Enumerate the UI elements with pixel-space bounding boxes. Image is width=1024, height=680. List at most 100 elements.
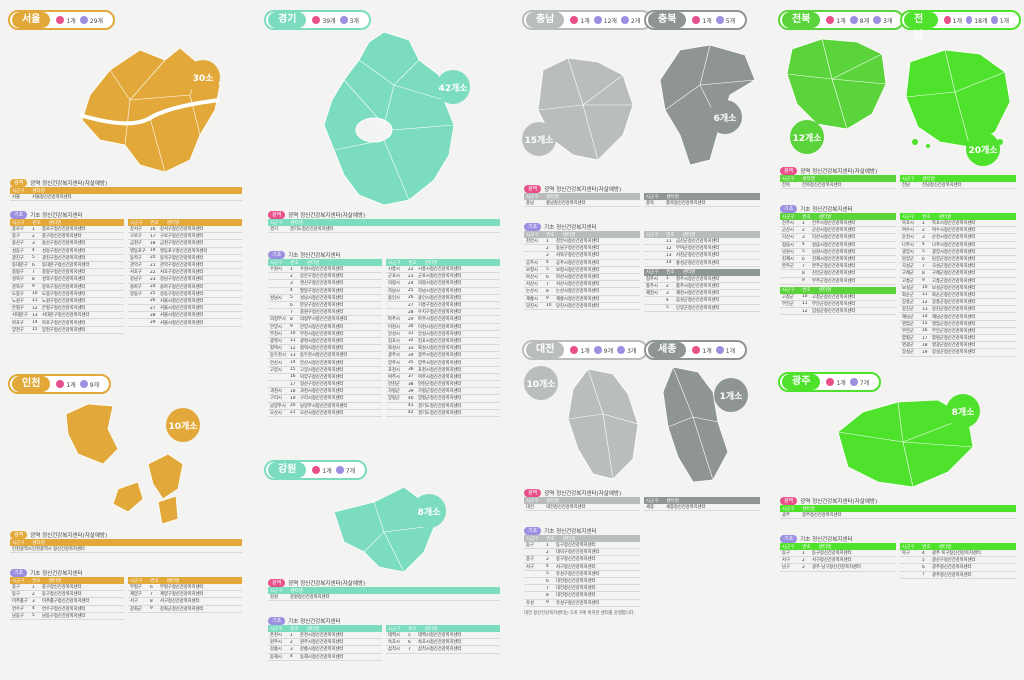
table-row: 태백시 5 태백시정신건강복지센터 [386,632,500,640]
table-row: 안산시 14 안산시정신건강복지센터 [268,359,382,367]
table-row: 곡성군 7 곡성군정신건강복지센터 [900,263,1016,271]
table-row: 4 음성군정신건강복지센터 [644,297,760,305]
count-badge: 10개소 [524,366,558,400]
table-row: 담양군 6 담양군정신건강복지센터 [900,256,1016,264]
sejong-map [658,362,738,487]
table-row: 종로구 1 종로구정신건강복지센터 [10,226,124,234]
region-name: 서울 [12,12,51,28]
region-name: 충북 [648,12,687,28]
wide-pill: 광역 [10,178,28,187]
region-title-incheon: 인천 1개 9개 [8,374,112,394]
header-city: 시군구 [12,188,25,194]
table-row: 14 홍성군정신건강복지센터 [644,260,760,267]
table-row: 경기 경기도정신건강복지센터 [268,226,500,234]
table-row: 전남 전남정신건강복지센터 [900,182,1016,190]
table-row: 4 팔달구정신건강복지센터 [268,288,382,295]
wide-center-section: 광역 광역 정신건강복지센터(자살예방) 시군구 센터명 인천광역시 인천광역시 정신… [10,530,242,554]
basic-center-icon [79,16,88,24]
count-basic: 29개 [89,17,103,25]
region-daejeon-sejong: 대전 1개 9개 3개 세종 1개 1개 10개소 1개소 광역 광역 정신건강복… [522,340,762,675]
jeonnam-map [900,42,1014,152]
table-row: 하남시 25 하남시정신건강복지센터 [386,288,500,295]
table-row: 고흥군 9 고흥군정신건강복지센터 [900,278,1016,285]
basic-center-section: 기초 기초 정신건강복지센터 시군구 번호 센터명 전주시 1 전주시정신건강복지센터 군산시… [780,204,1016,357]
table-row: 평택시 12 평택시정신건강복지센터 [268,345,382,353]
count-badge: 6개소 [708,100,742,134]
wide-center-section: 광역 광역 정신건강복지센터(자살예방) 시군구 센터명 서울 서울정신건강복지센터 [10,178,242,202]
table-row: 장흥군 12 장흥군정신건강복지센터 [900,299,1016,307]
table-row: 영등포구 19 영등포구정신건강복지센터 [128,248,242,255]
basic-center-section: 기초 기초 정신건강복지센터 시군구 번호 센터명 동구 1 동구정신건강복지센터 2 대덕구정… [524,526,760,616]
table-row: 강동구 25 강동구정신건강복지센터 [128,291,242,298]
table-row: 여수시 2 여수시정신건강복지센터 [900,227,1016,235]
table-row: 전북 전북정신건강복지센터 [780,182,896,190]
table-row: 연천군 38 연천군정신건강복지센터 [386,381,500,389]
table-row: 제천시 3 제천시정신건강복지센터 [644,290,760,298]
count-badge: 42개소 [436,70,470,104]
count-badge: 12개소 [790,120,824,154]
table-row: 부천시 10 부천시정신건강복지센터 [268,331,382,338]
count-badge: 1개소 [714,378,748,412]
table-row: 정읍시 4 정읍시정신건강복지센터 [780,242,896,249]
table-row: 3 권선구정신건강복지센터 [268,280,382,288]
table-row: 강북구 9 강북구정신건강복지센터 [10,284,124,291]
table-row: 북구 4 광주 북구정신건강복지센터 [900,550,1016,558]
region-seoul: 서울 1개 29개 30소 광역 광역 정신건강복지센터(자살예방) 시군구 센터명… [8,10,244,370]
table-row: 11 금산군정신건강복지센터 [644,238,760,246]
table-row: 오산시 21 오산시정신건강복지센터 [268,410,382,417]
table-row: 미추홀구 3 미추홀구정신건강복지센터 [10,598,124,606]
table-row: 인천광역시 인천광역시 정신건강복지센터 [10,546,242,554]
region-name: 세종 [648,342,687,358]
table-row: 금천구 18 금천구정신건강복지센터 [128,240,242,248]
table-row: 용인시 26 용인시정신건강복지센터 [386,295,500,302]
table-row: 6 대전정신건강복지센터 [524,578,640,586]
table-row: 군산시 2 군산시정신건강복지센터 [780,227,896,235]
table-row: 16 덕양구정신건강복지센터 [268,374,382,381]
chungbuk-map [650,40,762,170]
region-jeolla: 전북 1개 8개 3개 전남 1개 18개 1개 12개소 20개소 광역 광역 … [778,10,1022,370]
basic-pill: 기초 [10,210,28,219]
table-row: 속초시 6 속초시정신건강복지센터 [386,639,500,647]
table-row: 양평군 40 양평군정신건강복지센터 [386,395,500,403]
table-row: 전주시 1 전주시정신건강복지센터 [780,220,896,228]
wide-center-section: 광역 광역 정신건강복지센터(자살예방) 시군구 센터명 대전 대전정신건강복지센터 … [524,488,760,512]
region-gyeonggi: 경기 39개 3개 42개소 광역 광역 정신건강복지센터(자살예방) 시군구 센터… [264,10,504,460]
table-row: 유성 9 유성구정신건강복지센터 [524,600,640,607]
gyeonggi-map [314,30,464,210]
table-row: 9 무주군정신건강복지센터 [780,278,896,285]
table-row: 충남 충남정신건강복지센터 [524,200,640,208]
count-badge: 10개소 [166,408,200,442]
table-row: 충주시 2 충주시정신건강복지센터 [644,283,760,291]
region-name: 전남 [904,12,939,41]
table-row: 서구 4 서구정신건강복지센터 [524,564,640,571]
table-row: 3 서북구정신건강복지센터 [524,252,640,260]
table-row: 구로구 17 구로구정신건강복지센터 [128,233,242,241]
table-row: 부평구 6 부평구정신건강복지센터 [128,584,242,592]
region-title-sejong: 세종 1개 1개 [644,340,748,360]
table-row: 구례군 8 구례군정신건강복지센터 [900,270,1016,278]
table-row: 의정부시 8 의정부시정신건강복지센터 [268,316,382,324]
table-row: 청주시 1 청주시정신건강복지센터 [644,276,760,283]
table-row: 남동구 5 남동구정신건강복지센터 [10,613,124,620]
table-row: 12 임실군정신건강복지센터 [780,308,896,316]
table-row: 강진군 13 강진군정신건강복지센터 [900,306,1016,314]
table-row: 중구 2 중구정신건강복지센터 [10,233,124,241]
table-row: 과천시 18 과천시정신건강복지센터 [268,388,382,396]
table-row: 6 광주정신건강복지센터 [900,564,1016,572]
table-row: 8 진안군정신건강복지센터 [780,270,896,278]
table-row: 수원시 1 수원시정신건강복지센터 [268,266,382,274]
wide-center-section: 광역 광역 정신건강복지센터(자살예방) 시군구 센터명 경기 경기도정신건강복지센터 [268,210,500,234]
table-row: 남양주시 20 남양주시정신건강복지센터 [268,403,382,410]
region-gwangju: 광주 1개 7개 8개소 광역 광역 정신건강복지센터(자살예방) 시군구 센터명 … [778,372,1018,675]
table-row: 순천시 3 순천시정신건강복지센터 [900,234,1016,242]
section-title: 기초 정신건강복지센터 [30,212,83,219]
table-row: 계룡시 9 계룡시정신건강복지센터 [524,296,640,303]
table-row: 6 분당구정신건강복지센터 [268,302,382,310]
table-row: 양주시 35 양주시정신건강복지센터 [386,359,500,367]
region-name: 강원 [268,462,307,478]
table-row: 광진구 5 광진구정신건강복지센터 [10,255,124,262]
table-row: 연수구 4 연수구정신건강복지센터 [10,606,124,613]
table-row: 8 대전정신건강복지센터 [524,592,640,600]
table-row: 성동구 4 성동구정신건강복지센터 [10,248,124,255]
count-badge: 8개소 [946,394,980,428]
